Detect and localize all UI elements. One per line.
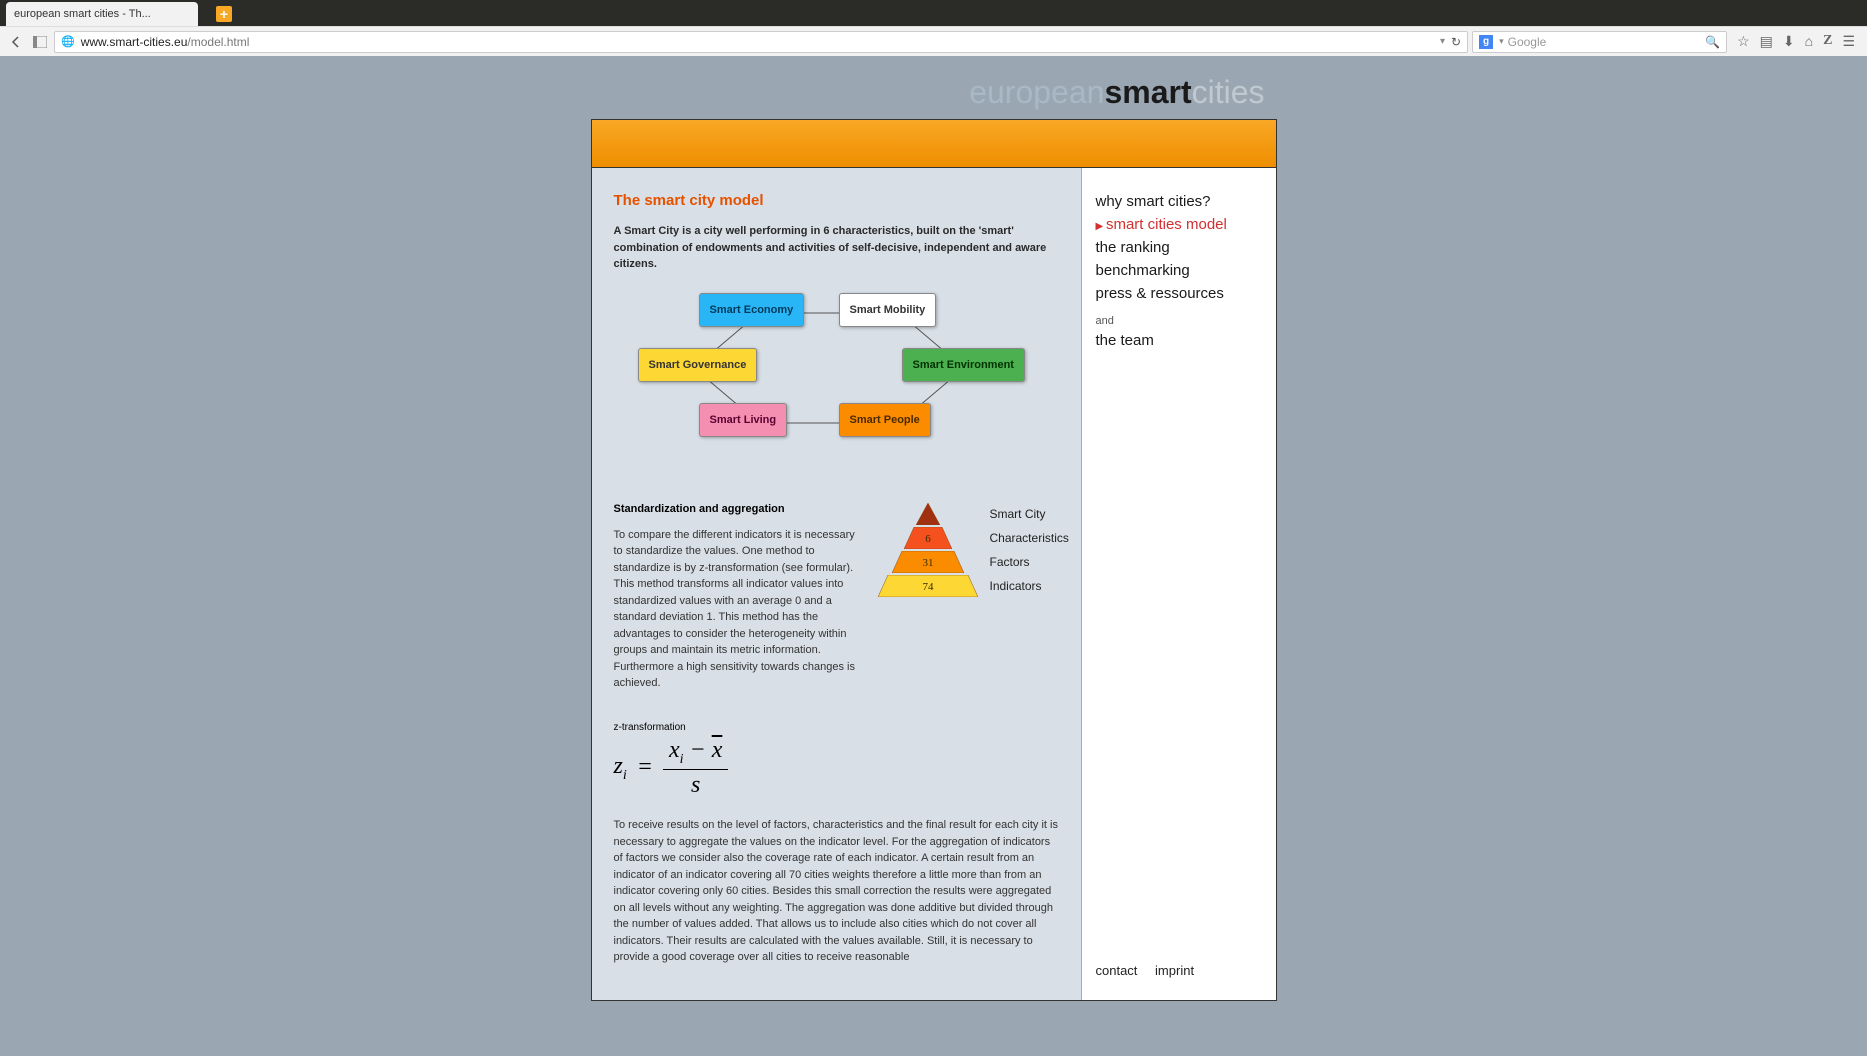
std-para1: To compare the different indicators it i…: [614, 527, 860, 692]
hex-node: Smart Economy: [699, 293, 805, 327]
imprint-link[interactable]: imprint: [1155, 963, 1194, 978]
z-transform-formula: zi = xi − x s: [614, 737, 1059, 800]
menu-icon[interactable]: ☰: [1842, 33, 1855, 50]
tab-strip: european smart cities - Th... +: [0, 0, 1867, 26]
site-logo: europeansmartcities: [591, 56, 1277, 119]
orange-banner: [592, 120, 1276, 168]
intro-text: A Smart City is a city well performing i…: [614, 223, 1059, 273]
sidebar-item[interactable]: benchmarking: [1096, 259, 1262, 282]
sidebar-item[interactable]: press & ressources: [1096, 282, 1262, 305]
back-button[interactable]: [6, 32, 26, 52]
pyramid-label: Smart City: [990, 507, 1082, 521]
sidebar-item[interactable]: why smart cities?: [1096, 190, 1262, 213]
logo-part2: smart: [1104, 74, 1191, 110]
std-heading: Standardization and aggregation: [614, 503, 860, 515]
pyramid-label: Indicators: [990, 579, 1082, 593]
formula-caption: z-transformation: [614, 722, 1059, 733]
toolbar-icons: ☆ ▤ ⬇ ⌂ Z ☰: [1731, 33, 1861, 50]
globe-icon: 🌐: [61, 35, 75, 48]
std-para2: To receive results on the level of facto…: [614, 817, 1059, 966]
svg-text:6: 6: [925, 533, 931, 545]
downloads-icon[interactable]: ⬇: [1783, 33, 1795, 50]
hex-node: Smart Living: [699, 403, 788, 437]
google-icon: g: [1479, 35, 1493, 49]
search-placeholder: Google: [1508, 35, 1547, 49]
url-host: www.smart-cities.eu: [81, 35, 188, 49]
pyramid-label: Factors: [990, 555, 1082, 569]
tab-title: european smart cities - Th...: [14, 8, 151, 20]
reload-icon[interactable]: ↻: [1451, 35, 1461, 49]
sidebar-nav-team: the team: [1096, 329, 1262, 352]
browser-tab[interactable]: european smart cities - Th...: [6, 2, 198, 26]
clipboard-icon[interactable]: ▤: [1760, 33, 1773, 50]
contact-link[interactable]: contact: [1096, 963, 1138, 978]
pyramid-diagram: Smart City 6 Characteristics 31 Factors 74 Ind…: [878, 503, 1082, 706]
pyramid-level: 74: [878, 575, 978, 597]
sidebar-item-team[interactable]: the team: [1096, 329, 1262, 352]
bookmark-icon[interactable]: ☆: [1737, 33, 1750, 50]
sidebar-nav: why smart cities?smart cities modelthe r…: [1096, 190, 1262, 305]
logo-part3: cities: [1192, 74, 1265, 110]
search-bar[interactable]: g ▾ Google 🔍: [1472, 31, 1727, 53]
hex-node: Smart People: [839, 403, 931, 437]
content-container: The smart city model A Smart City is a c…: [591, 119, 1277, 1001]
dropdown-icon[interactable]: ▾: [1440, 36, 1445, 47]
pyramid-label: Characteristics: [990, 531, 1082, 545]
search-dropdown-icon[interactable]: ▾: [1499, 36, 1504, 47]
hex-node: Smart Governance: [638, 348, 758, 382]
sidebar-and: and: [1096, 315, 1262, 327]
pyramid-level: 31: [878, 551, 978, 573]
logo-part1: european: [969, 74, 1104, 110]
sidebar-item[interactable]: the ranking: [1096, 236, 1262, 259]
pyramid-level: [878, 503, 978, 525]
sidebar-toggle-icon[interactable]: [30, 32, 50, 52]
hex-node: Smart Environment: [902, 348, 1025, 382]
svg-text:74: 74: [922, 581, 934, 593]
home-icon[interactable]: ⌂: [1805, 33, 1813, 50]
url-bar[interactable]: 🌐 www.smart-cities.eu/model.html ▾ ↻: [54, 31, 1468, 53]
zotero-icon[interactable]: Z: [1823, 33, 1832, 50]
viewport: europeansmartcities The smart city model…: [0, 56, 1867, 1056]
new-tab-button[interactable]: +: [216, 6, 232, 22]
main-column: The smart city model A Smart City is a c…: [592, 168, 1082, 1000]
nav-bar: 🌐 www.smart-cities.eu/model.html ▾ ↻ g ▾…: [0, 26, 1867, 56]
page-title: The smart city model: [614, 192, 1059, 209]
svg-text:31: 31: [922, 557, 933, 569]
hexagon-diagram: Smart Economy Smart Mobility Smart Governa…: [614, 293, 1059, 473]
sidebar-item[interactable]: smart cities model: [1096, 213, 1262, 236]
sidebar-column: why smart cities?smart cities modelthe r…: [1082, 168, 1276, 1000]
pyramid-level: 6: [878, 527, 978, 549]
url-path: /model.html: [187, 35, 249, 49]
hex-node: Smart Mobility: [839, 293, 937, 327]
search-icon[interactable]: 🔍: [1705, 35, 1720, 49]
sidebar-footer: contact imprint: [1096, 963, 1262, 978]
